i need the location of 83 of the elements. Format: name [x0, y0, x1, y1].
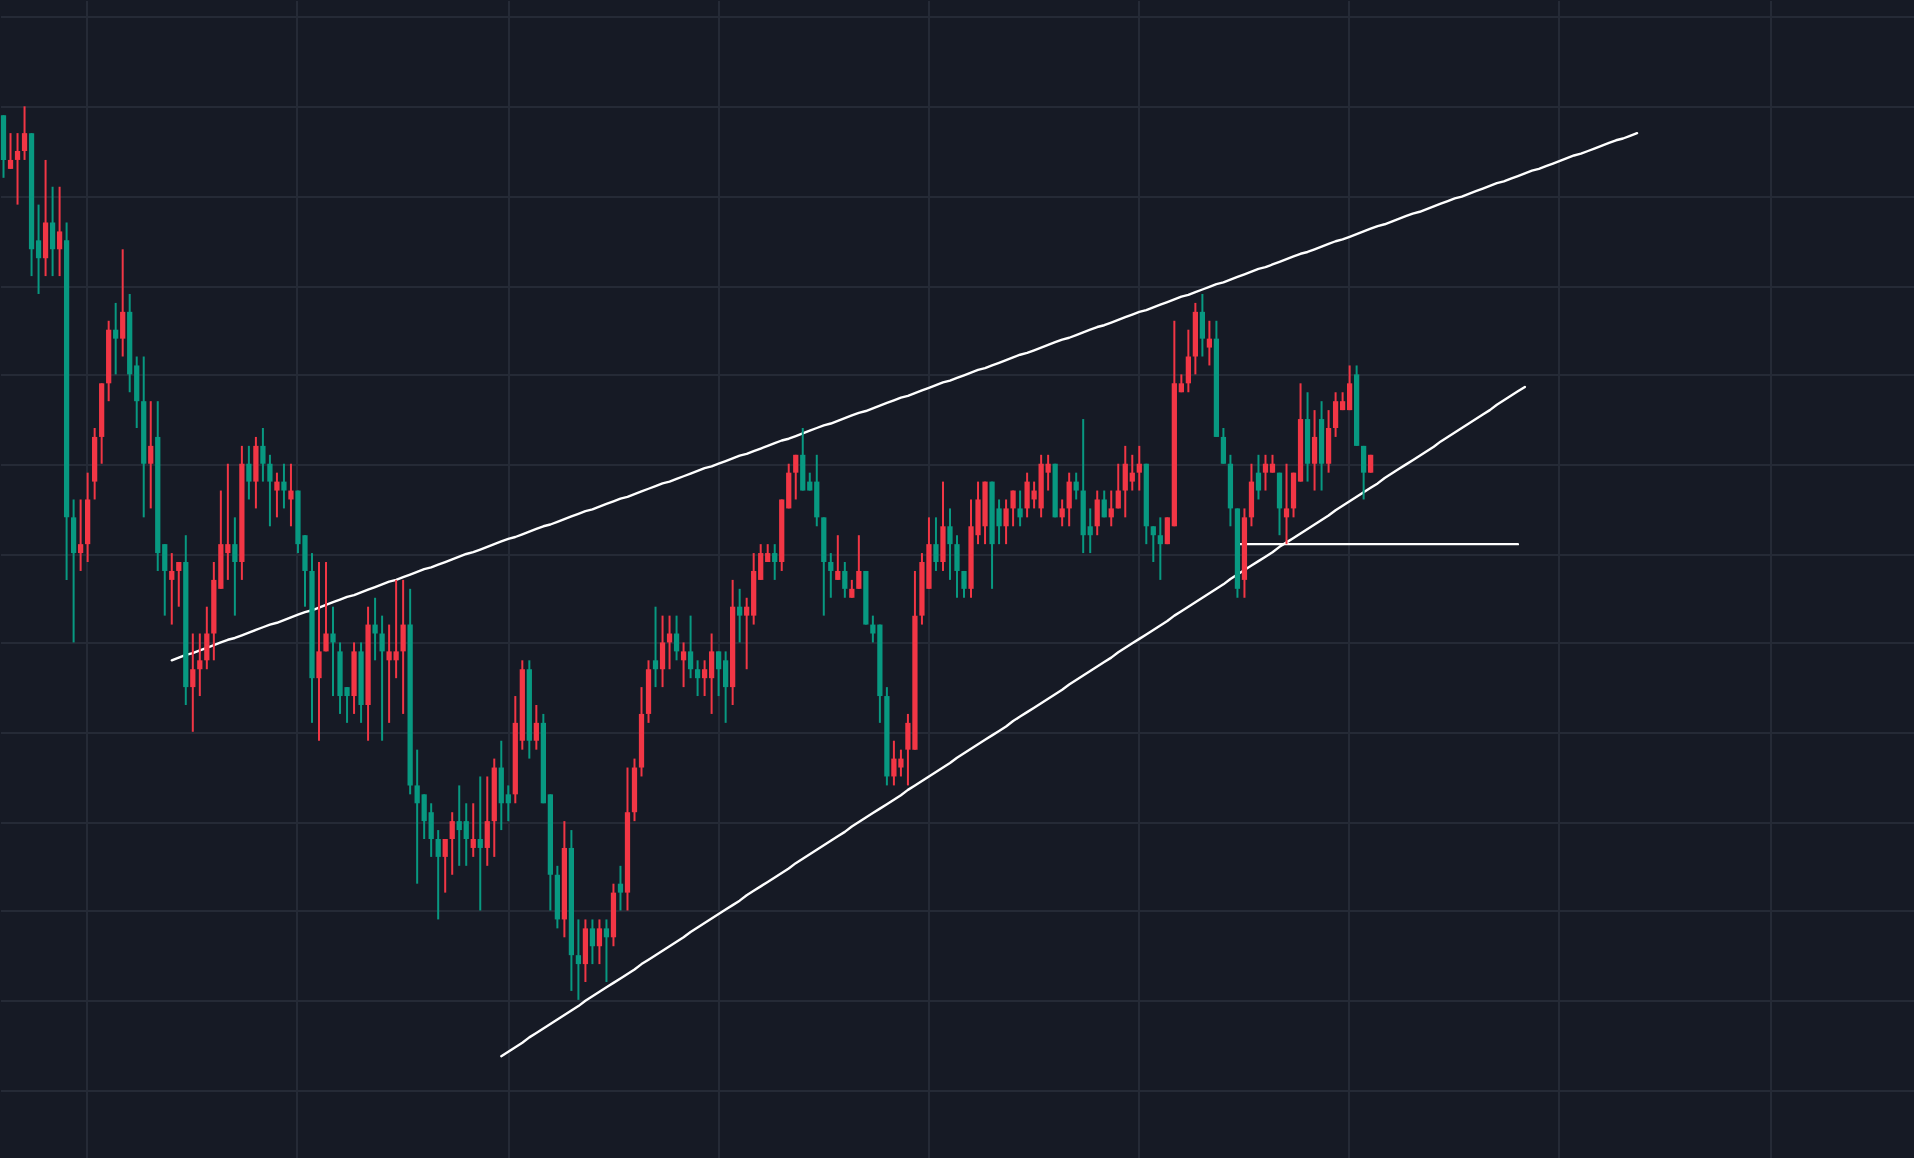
candlestick: [1192, 301, 1198, 376]
candlestick: [1276, 471, 1283, 537]
candlestick: [1017, 489, 1023, 528]
candlestick: [274, 471, 280, 519]
candlestick: [708, 632, 715, 715]
candlestick: [400, 578, 406, 715]
candlestick: [1157, 516, 1163, 581]
candlestick: [723, 650, 729, 724]
candlestick: [1304, 391, 1311, 483]
candlestick: [14, 132, 21, 206]
candlestick: [316, 561, 322, 742]
candlestick: [1003, 498, 1009, 546]
candlestick: [1206, 319, 1213, 367]
candlestick: [456, 784, 462, 867]
candlestick: [1283, 462, 1290, 546]
candlestick: [351, 641, 357, 715]
candlestick: [687, 614, 694, 680]
candlestick: [716, 650, 722, 698]
candlestick: [148, 400, 154, 510]
candlestick: [891, 739, 897, 787]
candlestick: [1136, 444, 1142, 492]
candlestick: [463, 802, 469, 867]
candlestick: [680, 641, 687, 689]
candlestick: [1262, 453, 1269, 492]
candlestick: [1101, 489, 1107, 519]
candlestick: [596, 918, 603, 966]
candlestick: [1361, 444, 1367, 501]
candlestick: [1094, 489, 1100, 537]
candlestick: [1129, 453, 1135, 492]
candlestick: [113, 301, 119, 376]
candlestick: [582, 918, 589, 983]
candlestick: [856, 534, 862, 590]
candlestick: [835, 534, 841, 581]
candlestick: [533, 703, 539, 751]
candlestick: [1318, 400, 1325, 492]
candlestick: [7, 132, 14, 170]
candlestick: [386, 623, 392, 724]
candlestick: [659, 614, 666, 689]
candlestick: [800, 427, 806, 492]
candlestick: [232, 516, 238, 617]
candlestick: [1346, 364, 1353, 412]
candlestick: [793, 453, 799, 501]
candlestick: [842, 561, 848, 599]
candlestick: [1122, 444, 1128, 519]
candlestick: [610, 882, 617, 948]
candlestick: [246, 444, 252, 501]
candlestick: [56, 185, 63, 278]
candlestick: [1024, 471, 1030, 519]
candlestick: [940, 480, 946, 572]
candlestick: [933, 516, 939, 572]
candlestick: [449, 811, 455, 876]
candlestick: [1066, 471, 1072, 528]
candlestick: [1038, 453, 1044, 519]
candlestick: [169, 552, 175, 626]
candlestick: [288, 462, 294, 528]
candlestick: [190, 632, 196, 733]
candlestick: [477, 775, 483, 912]
candlestick: [0, 114, 7, 179]
candlestick: [982, 480, 988, 546]
candlestick: [253, 435, 259, 510]
candlestick: [701, 659, 708, 698]
candlestick: [652, 605, 659, 689]
candlestick: [225, 462, 231, 581]
candlestick: [589, 918, 596, 966]
candlestick: [470, 802, 476, 858]
candlestick: [120, 248, 126, 358]
candlestick: [1108, 489, 1114, 528]
candlestick: [617, 864, 624, 912]
candlestick: [330, 605, 336, 698]
candlestick: [1311, 409, 1318, 492]
candlestick: [1080, 418, 1086, 555]
candlestick: [498, 739, 504, 832]
candlestick: [1325, 409, 1332, 474]
candlestick: [603, 918, 610, 983]
candlestick: [772, 543, 778, 581]
candlestick: [281, 462, 287, 510]
candlestick: [49, 185, 56, 278]
candlestick: [737, 587, 743, 644]
candlestick: [1255, 453, 1262, 501]
candlestick: [1199, 292, 1206, 358]
candlestick: [673, 614, 680, 662]
candlestick: [42, 158, 49, 278]
candlestick: [78, 498, 84, 572]
